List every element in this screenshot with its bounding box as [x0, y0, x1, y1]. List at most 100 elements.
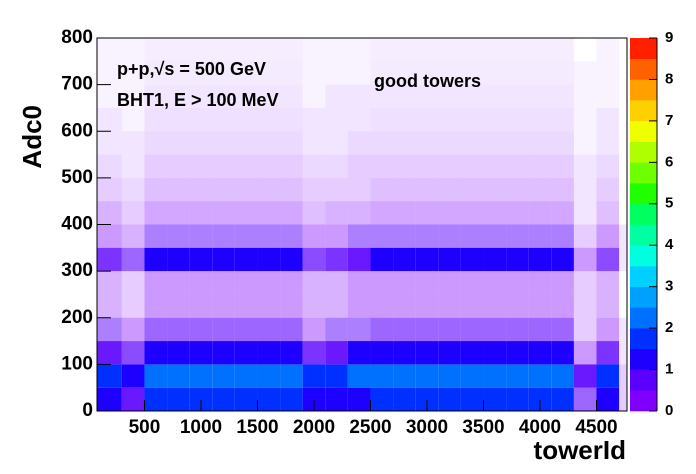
heatmap-cell [483, 84, 507, 108]
heatmap-cell [234, 154, 258, 178]
heatmap-cell [506, 387, 529, 411]
heatmap-cell [460, 107, 484, 132]
heatmap-cell [189, 61, 213, 85]
heatmap-cell [596, 364, 620, 388]
heatmap-cell [483, 38, 507, 62]
color-band [630, 141, 657, 163]
heatmap-cell [393, 131, 416, 155]
heatmap-cell [347, 341, 371, 365]
heatmap-cell [415, 341, 439, 365]
heatmap-cell [528, 364, 552, 388]
heatmap-cell [167, 38, 190, 62]
heatmap-cell [257, 107, 281, 132]
heatmap-cell [189, 177, 213, 202]
annotation: BHT1, E > 100 MeV [117, 90, 279, 110]
axes: 500 1000 1500 2000 2500 3000 3500 4000 450001002… [61, 27, 674, 438]
heatmap-cell [370, 247, 394, 272]
heatmap-cell [144, 84, 168, 108]
heatmap-cell [234, 201, 258, 225]
heatmap-cell [573, 107, 597, 132]
heatmap-cell [97, 201, 122, 225]
heatmap-cell [528, 107, 552, 132]
heatmap-cell [97, 154, 122, 178]
heatmap-cell [506, 154, 529, 178]
heatmap-cell [257, 247, 281, 272]
heatmap-cell [325, 154, 348, 178]
heatmap-cell [144, 177, 168, 202]
heatmap-cell [415, 131, 439, 155]
heatmap-cell [596, 224, 620, 248]
heatmap-cell [97, 177, 122, 202]
heatmap-cell [460, 201, 484, 225]
heatmap-cell [415, 224, 439, 248]
heatmap-cell [121, 38, 145, 62]
heatmap-cell [121, 131, 145, 155]
heatmap-cell [506, 131, 529, 155]
heatmap-cell [121, 294, 145, 318]
heatmap-cell [234, 84, 258, 108]
heatmap-cell [370, 294, 394, 318]
heatmap-cell [325, 201, 348, 225]
heatmap-cell [167, 247, 190, 272]
heatmap-cell [121, 271, 145, 295]
heatmap-cell [460, 247, 484, 272]
color-band [630, 245, 657, 267]
heatmap-cell [144, 317, 168, 342]
heatmap-cell [189, 341, 213, 365]
color-band [630, 58, 657, 80]
heatmap-cell [302, 294, 326, 318]
heatmap-cell [415, 387, 439, 411]
heatmap-cell [393, 38, 416, 62]
heatmap-cell [393, 224, 416, 248]
heatmap-cell [302, 201, 326, 225]
heatmap-cell [144, 38, 168, 62]
color-band [630, 286, 657, 308]
heatmap-cell [347, 107, 371, 132]
heatmap-cell [97, 271, 122, 295]
heatmap-cell [302, 38, 326, 62]
x-axis-title: towerId [534, 435, 626, 465]
heatmap-cell [302, 317, 326, 342]
heatmap-cell [280, 131, 303, 155]
heatmap-cell [97, 131, 122, 155]
heatmap-cell [438, 107, 461, 132]
heatmap-cell [212, 107, 235, 132]
heatmap-cell [551, 317, 574, 342]
heatmap-cell [415, 294, 439, 318]
heatmap-cell [302, 61, 326, 85]
heatmap-cell [144, 341, 168, 365]
heatmap-cell [619, 317, 627, 342]
heatmap-cell [438, 131, 461, 155]
heatmap-cell [573, 294, 597, 318]
heatmap-cell [234, 177, 258, 202]
heatmap-cell [596, 154, 620, 178]
y-tick-label: 100 [61, 353, 93, 374]
heatmap-cell [144, 201, 168, 225]
heatmap-cell [551, 247, 574, 272]
heatmap-cell [121, 84, 145, 108]
y-tick-label: 0 [82, 400, 93, 421]
heatmap-cell [234, 294, 258, 318]
heatmap-cell [144, 271, 168, 295]
heatmap-cell [528, 38, 552, 62]
heatmap-cell [573, 224, 597, 248]
heatmap-cell [280, 271, 303, 295]
heatmap-cell [415, 84, 439, 108]
heatmap-cell [460, 317, 484, 342]
heatmap-cell [212, 294, 235, 318]
heatmap-cell [257, 271, 281, 295]
heatmap-cell [506, 317, 529, 342]
heatmap-cell [257, 154, 281, 178]
heatmap-cell [325, 387, 348, 411]
heatmap-cell [596, 201, 620, 225]
heatmap-cell [257, 38, 281, 62]
heatmap-cell [619, 224, 627, 248]
heatmap-cell [325, 84, 348, 108]
heatmap-cell [460, 84, 484, 108]
y-tick-label: 200 [61, 307, 93, 328]
heatmap-cell [370, 107, 394, 132]
heatmap-cell [234, 224, 258, 248]
heatmap-cell [280, 61, 303, 85]
heatmap-cell [280, 107, 303, 132]
heatmap-cell [619, 294, 627, 317]
